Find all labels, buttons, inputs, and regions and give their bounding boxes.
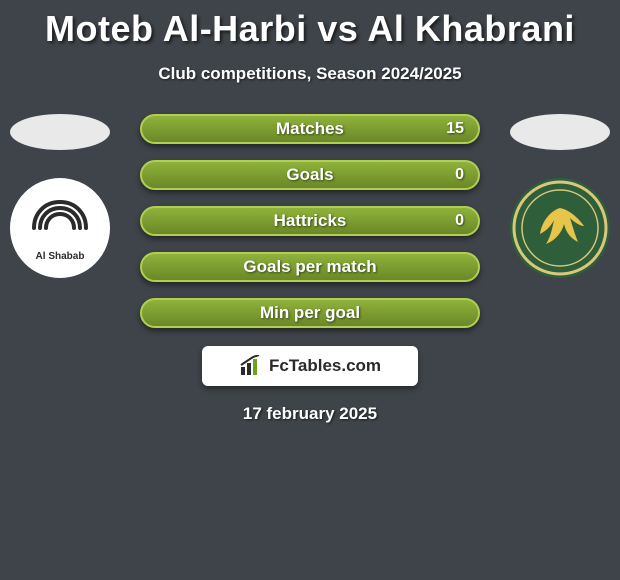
left-team-label: Al Shabab (36, 251, 85, 262)
stat-bars: Matches 15 Goals 0 Hattricks 0 Goals per… (140, 114, 480, 328)
subtitle: Club competitions, Season 2024/2025 (0, 64, 620, 84)
stat-value: 0 (455, 212, 464, 230)
stat-bar-hattricks: Hattricks 0 (140, 206, 480, 236)
left-player-column: Al Shabab (10, 114, 110, 278)
stat-label: Goals per match (243, 257, 376, 277)
comparison-content: Al Shabab Matches 15 Goals 0 Hattricks 0 (0, 114, 620, 424)
stat-bar-goals: Goals 0 (140, 160, 480, 190)
right-team-badge (510, 178, 610, 278)
bar-chart-icon (239, 355, 263, 377)
stat-value: 0 (455, 166, 464, 184)
stat-value: 15 (446, 120, 464, 138)
stat-label: Goals (286, 165, 333, 185)
stat-label: Hattricks (274, 211, 347, 231)
right-player-column (510, 114, 610, 278)
stat-label: Min per goal (260, 303, 360, 323)
stat-bar-min-per-goal: Min per goal (140, 298, 480, 328)
left-team-badge: Al Shabab (10, 178, 110, 278)
fctables-logo: FcTables.com (202, 346, 418, 386)
stat-bar-matches: Matches 15 (140, 114, 480, 144)
page-title: Moteb Al-Harbi vs Al Khabrani (0, 0, 620, 50)
date-label: 17 february 2025 (0, 404, 620, 424)
logo-text: FcTables.com (269, 356, 381, 376)
eagle-crest-icon (512, 180, 608, 276)
right-player-avatar-placeholder (510, 114, 610, 150)
stat-label: Matches (276, 119, 344, 139)
swirl-logo-icon: Al Shabab (18, 186, 102, 270)
left-player-avatar-placeholder (10, 114, 110, 150)
stat-bar-goals-per-match: Goals per match (140, 252, 480, 282)
